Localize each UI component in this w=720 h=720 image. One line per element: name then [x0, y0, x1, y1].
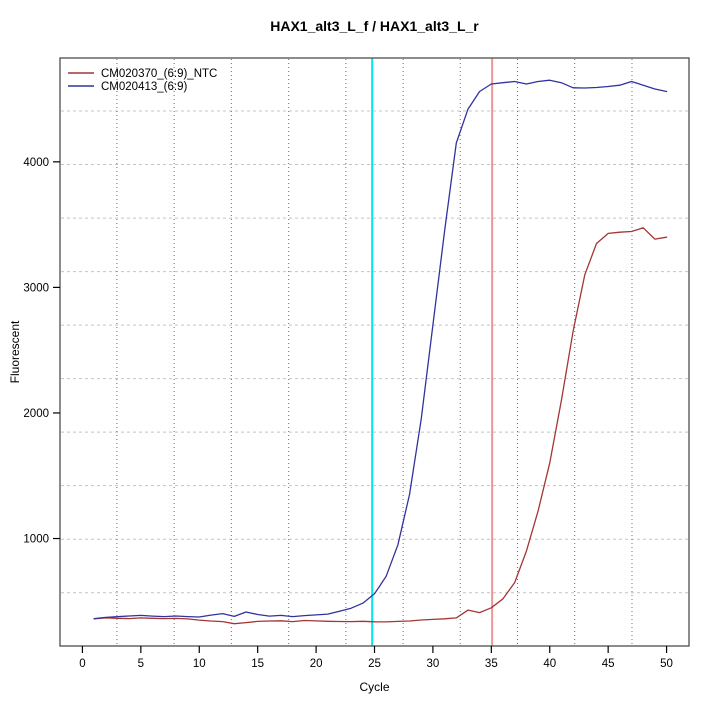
- x-tick-label: 15: [251, 658, 264, 670]
- series-curves: [93, 79, 668, 625]
- x-tick-label: 0: [79, 658, 85, 670]
- chart-title: HAX1_alt3_L_f / HAX1_alt3_L_r: [270, 18, 479, 34]
- threshold-lines: [371, 58, 494, 646]
- x-tick-label: 20: [310, 658, 323, 670]
- y-tick-label: 3000: [23, 282, 49, 294]
- x-tick-label: 35: [485, 658, 498, 670]
- x-tick-label: 5: [138, 658, 144, 670]
- x-tick-label: 40: [543, 658, 556, 670]
- legend-label-1: CM020413_(6:9): [101, 81, 187, 93]
- y-axis-label: Fluorescent: [8, 320, 22, 383]
- x-tick-label: 30: [427, 658, 440, 670]
- y-tick-label: 2000: [23, 408, 49, 420]
- y-tick-label: 4000: [23, 157, 49, 169]
- x-tick-label: 50: [660, 658, 673, 670]
- plot-border: [59, 57, 690, 647]
- series-curve-1: [93, 79, 668, 620]
- y-axis: 1000 2000 3000 4000: [23, 157, 60, 546]
- x-axis: 0 5 10 15 20 25 30 35 40 45 50: [79, 646, 673, 670]
- y-tick-label: 1000: [23, 534, 49, 546]
- series-curve-0: [93, 227, 668, 625]
- x-axis-label: Cycle: [359, 680, 389, 694]
- x-tick-label: 10: [193, 658, 206, 670]
- x-tick-label: 45: [602, 658, 615, 670]
- legend-label-0: CM020370_(6:9)_NTC: [101, 68, 217, 80]
- x-tick-label: 25: [368, 658, 381, 670]
- gridlines: [61, 59, 688, 645]
